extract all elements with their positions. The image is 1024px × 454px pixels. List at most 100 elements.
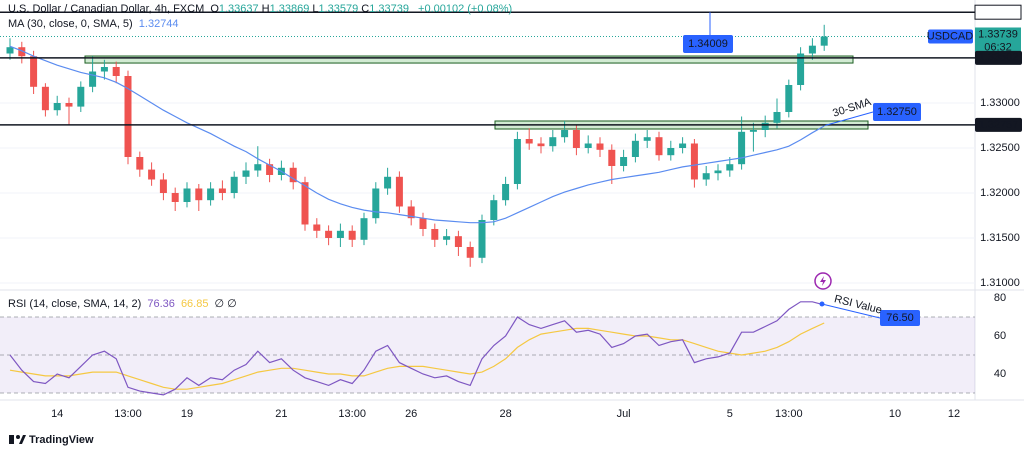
y-tick-label: 60 bbox=[994, 330, 1006, 342]
candle-body bbox=[89, 71, 97, 87]
candle-body bbox=[738, 131, 746, 165]
candle-body bbox=[454, 236, 462, 247]
candle-body bbox=[159, 179, 167, 193]
ohlc-letter: L bbox=[312, 3, 319, 15]
candle-body bbox=[289, 167, 297, 183]
candle-body bbox=[643, 137, 651, 141]
change: +0.00102 (+0.08%) bbox=[418, 3, 513, 15]
candle-body bbox=[30, 56, 38, 87]
candle-body bbox=[195, 188, 203, 201]
ma-legend: MA (30, close, 0, SMA, 5) 1.32744 bbox=[8, 18, 182, 30]
axis-level-label-box bbox=[975, 117, 1022, 132]
candle-body bbox=[384, 176, 392, 189]
candle-body bbox=[702, 173, 710, 180]
ohlc-value: 1.33739 bbox=[369, 3, 409, 15]
ohlc-letter: H bbox=[261, 3, 270, 15]
candle-body bbox=[537, 143, 545, 147]
candle-body bbox=[549, 137, 557, 147]
candle-body bbox=[561, 129, 569, 138]
candle-body bbox=[41, 86, 49, 111]
rsi-value: 76.36 bbox=[147, 298, 175, 310]
candle-body bbox=[171, 192, 179, 202]
ma-name: MA (30, close, 0, SMA, 5) bbox=[8, 18, 133, 30]
ohlc: O1.33637 H1.33869 L1.33579 C1.33739 bbox=[210, 3, 412, 15]
candle-body bbox=[6, 47, 14, 54]
candle-body bbox=[797, 53, 805, 86]
candle-body bbox=[608, 149, 616, 166]
y-tick-label: 80 bbox=[994, 292, 1006, 304]
ohlc-value: 1.33637 bbox=[218, 3, 259, 15]
callout-label: 1.32750 bbox=[877, 106, 917, 118]
alert-icon bbox=[820, 276, 826, 286]
y-tick-label: 1.32500 bbox=[980, 142, 1020, 154]
y-tick-label: 1.33000 bbox=[980, 97, 1020, 109]
plot: 1.31000 1.31500 1.32000 1.32500 1.33000 14 13:… bbox=[0, 4, 1022, 420]
candle-body bbox=[785, 85, 793, 112]
candle-body bbox=[431, 228, 439, 240]
x-tick-label: 12 bbox=[948, 408, 960, 420]
candle-body bbox=[18, 47, 26, 57]
candle-body bbox=[136, 156, 144, 170]
candle-body bbox=[301, 182, 309, 225]
callout-label-box bbox=[880, 310, 920, 326]
logo bbox=[16, 435, 20, 439]
callout-leader bbox=[824, 111, 874, 126]
y-tick-label: 1.31000 bbox=[980, 277, 1020, 289]
callout-label: 76.50 bbox=[886, 312, 914, 324]
candle-body bbox=[348, 230, 356, 240]
candle-body bbox=[65, 102, 73, 107]
x-tick-label: 5 bbox=[727, 408, 733, 420]
y-tick-label: 40 bbox=[994, 368, 1006, 380]
candle-body bbox=[690, 143, 698, 180]
candle-body bbox=[714, 170, 722, 174]
candle-body bbox=[372, 188, 380, 219]
level-label-box bbox=[683, 35, 733, 53]
candle-body bbox=[808, 45, 816, 54]
rsi-legend: RSI (14, close, SMA, 14, 2) 76.36 66.85 … bbox=[8, 297, 240, 310]
candle-body bbox=[53, 102, 61, 111]
candle-body bbox=[502, 183, 510, 201]
ohlc-value: 1.33869 bbox=[269, 3, 310, 15]
candle-body bbox=[336, 230, 344, 238]
candle-body bbox=[761, 122, 769, 130]
candle-body bbox=[466, 246, 474, 258]
x-tick-label: 19 bbox=[181, 408, 193, 420]
candle-body bbox=[584, 143, 592, 148]
x-tick-label: Jul bbox=[617, 408, 631, 420]
rsi-ma-value: 66.85 bbox=[180, 298, 209, 310]
zone bbox=[84, 55, 854, 64]
axis-level-label: 1.33502 bbox=[979, 52, 1019, 64]
flags: ∅ ∅ bbox=[214, 298, 237, 310]
candle-body bbox=[513, 138, 521, 184]
candle-body bbox=[726, 164, 734, 171]
symbol: USDCAD bbox=[927, 30, 974, 42]
candle-body bbox=[419, 218, 427, 229]
rsi-title: RSI (14, close, SMA, 14, 2) bbox=[8, 298, 142, 310]
callout-leader bbox=[821, 303, 881, 319]
ma-line bbox=[9, 45, 825, 224]
candle-body bbox=[525, 138, 533, 144]
candle-body bbox=[313, 224, 321, 231]
candle-body bbox=[749, 129, 757, 132]
candle-body bbox=[148, 169, 156, 180]
candle-body bbox=[218, 188, 226, 193]
candle-body bbox=[490, 200, 498, 220]
rsi-line bbox=[9, 322, 825, 390]
axis-level-label-box bbox=[975, 50, 1022, 65]
candle-body bbox=[254, 164, 262, 171]
y-tick-label: 1.31500 bbox=[980, 232, 1020, 244]
callout-label-box bbox=[873, 103, 921, 121]
ohlc-letter: O bbox=[210, 3, 219, 15]
logo bbox=[19, 435, 26, 444]
candle-body bbox=[242, 170, 250, 177]
x-tick-label: 13:00 bbox=[775, 408, 803, 420]
rsi-line bbox=[9, 301, 825, 396]
candle-body bbox=[77, 86, 85, 107]
candle-body bbox=[124, 76, 132, 157]
x-tick-label: 28 bbox=[499, 408, 511, 420]
ohlc-letter: C bbox=[361, 3, 370, 15]
last-price: 1.33739 bbox=[978, 28, 1018, 40]
candle-body bbox=[596, 143, 604, 150]
